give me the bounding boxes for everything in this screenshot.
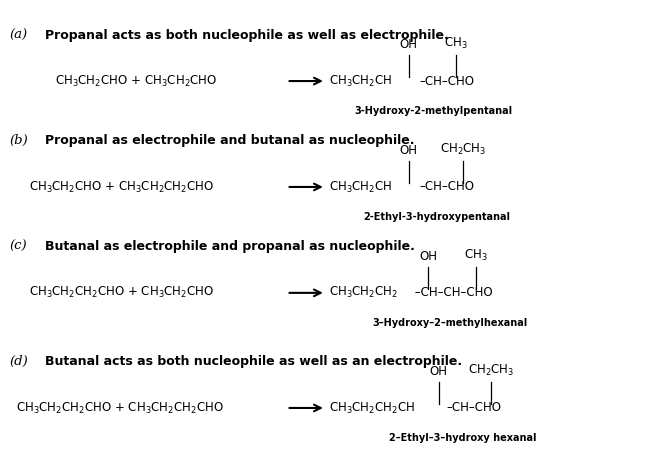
Text: CH$_3$CH$_2$CH$_2$: CH$_3$CH$_2$CH$_2$	[329, 285, 398, 301]
Text: (d): (d)	[9, 356, 28, 369]
Text: CH$_3$CH$_2$CHO + CH$_3$CH$_2$CHO: CH$_3$CH$_2$CHO + CH$_3$CH$_2$CHO	[55, 74, 217, 89]
Text: CH$_2$CH$_3$: CH$_2$CH$_3$	[440, 142, 486, 157]
Text: 2–Ethyl–3–hydroxy hexanal: 2–Ethyl–3–hydroxy hexanal	[389, 433, 536, 443]
Text: CH$_3$CH$_2$CH$_2$CHO + CH$_3$CH$_2$CHO: CH$_3$CH$_2$CH$_2$CHO + CH$_3$CH$_2$CHO	[29, 285, 214, 301]
Text: 2-Ethyl-3-hydroxypentanal: 2-Ethyl-3-hydroxypentanal	[363, 212, 510, 222]
Text: OH: OH	[419, 250, 437, 263]
Text: Propanal as electrophile and butanal as nucleophile.: Propanal as electrophile and butanal as …	[45, 134, 415, 147]
Text: CH$_3$CH$_2$CH$_2$CH: CH$_3$CH$_2$CH$_2$CH	[329, 400, 415, 416]
Text: (c): (c)	[9, 240, 27, 254]
Text: CH$_3$: CH$_3$	[464, 248, 488, 263]
Text: CH$_2$CH$_3$: CH$_2$CH$_3$	[468, 363, 514, 378]
Text: OH: OH	[399, 38, 418, 51]
Text: 3–Hydroxy–2–methylhexanal: 3–Hydroxy–2–methylhexanal	[372, 318, 527, 328]
Text: CH$_3$CH$_2$CHO + CH$_3$CH$_2$CH$_2$CHO: CH$_3$CH$_2$CHO + CH$_3$CH$_2$CH$_2$CHO	[29, 179, 214, 194]
Text: CH$_3$CH$_2$CH: CH$_3$CH$_2$CH	[329, 74, 392, 89]
Text: CH$_3$CH$_2$CH$_2$CHO + CH$_3$CH$_2$CH$_2$CHO: CH$_3$CH$_2$CH$_2$CHO + CH$_3$CH$_2$CH$_…	[16, 400, 224, 416]
Text: –CH–CH–CHO: –CH–CH–CHO	[411, 287, 492, 299]
Text: OH: OH	[399, 144, 418, 157]
Text: Butanal as electrophile and propanal as nucleophile.: Butanal as electrophile and propanal as …	[45, 240, 415, 254]
Text: –CH–CHO: –CH–CHO	[419, 180, 474, 193]
Text: 3-Hydroxy-2-methylpentanal: 3-Hydroxy-2-methylpentanal	[354, 106, 513, 116]
Text: (b): (b)	[9, 134, 28, 147]
Text: Butanal acts as both nucleophile as well as an electrophile.: Butanal acts as both nucleophile as well…	[45, 356, 463, 369]
Text: OH: OH	[430, 365, 447, 378]
Text: CH$_3$: CH$_3$	[444, 36, 468, 51]
Text: –CH–CHO: –CH–CHO	[419, 75, 474, 88]
Text: (a): (a)	[9, 28, 28, 41]
Text: CH$_3$CH$_2$CH: CH$_3$CH$_2$CH	[329, 179, 392, 194]
Text: Propanal acts as both nucleophile as well as electrophile.: Propanal acts as both nucleophile as wel…	[45, 28, 449, 41]
Text: –CH–CHO: –CH–CHO	[446, 402, 501, 414]
